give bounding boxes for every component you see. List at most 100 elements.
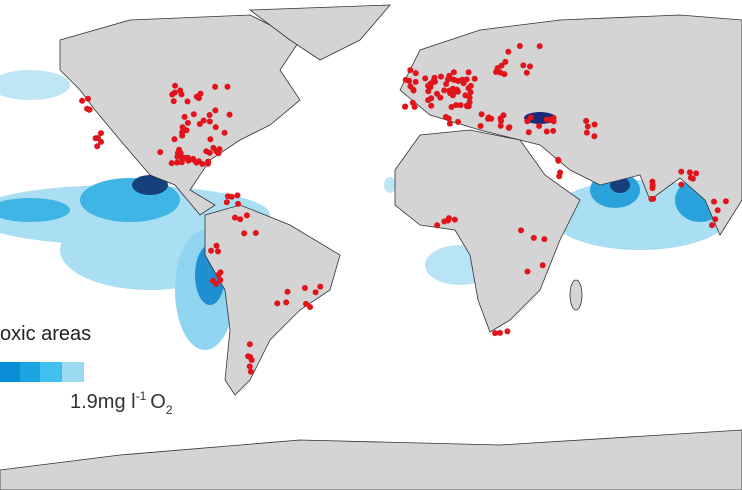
site-dot	[446, 87, 453, 94]
site-dot	[711, 198, 717, 205]
south-america	[204, 204, 341, 396]
site-dot	[235, 200, 241, 207]
site-dot	[317, 283, 324, 290]
site-dot	[207, 136, 214, 143]
site-dot	[492, 330, 499, 337]
zone	[132, 175, 168, 195]
site-dot	[213, 242, 220, 249]
greenland	[248, 4, 391, 61]
site-dot	[312, 289, 319, 296]
site-dot	[453, 102, 459, 109]
site-dot	[555, 157, 562, 164]
label-main: 1.9mg l	[70, 391, 136, 413]
site-dot	[303, 300, 309, 307]
site-dot	[422, 75, 429, 82]
site-dot	[215, 248, 221, 255]
site-dot	[252, 230, 259, 236]
site-dot	[178, 154, 185, 161]
site-dot	[505, 48, 512, 55]
site-dot	[94, 143, 101, 150]
site-dot	[212, 107, 219, 114]
site-dot	[498, 117, 504, 124]
site-dot	[184, 119, 191, 126]
site-dot	[550, 118, 557, 125]
site-dot	[170, 98, 177, 105]
site-dot	[497, 122, 504, 129]
site-dot	[530, 234, 537, 241]
legend-label: 1.9mg l-1 O2	[70, 389, 173, 417]
site-dot	[237, 216, 244, 223]
site-dot	[206, 149, 213, 156]
site-dot	[463, 76, 470, 83]
site-dot	[430, 78, 437, 85]
site-dot	[204, 160, 211, 167]
site-dot	[199, 160, 206, 167]
site-dot	[543, 128, 550, 135]
label-sup: -1	[136, 389, 147, 403]
site-dot	[714, 207, 721, 214]
site-dot	[181, 113, 188, 120]
site-dot	[450, 76, 457, 83]
site-dot	[208, 247, 215, 254]
site-dot	[86, 106, 93, 113]
site-dot	[226, 111, 233, 118]
site-dot	[536, 123, 543, 129]
site-dot	[500, 112, 507, 119]
site-dot	[157, 149, 164, 156]
site-dot	[247, 354, 254, 360]
site-dot	[583, 117, 590, 124]
site-dot	[497, 329, 503, 336]
site-dot	[213, 280, 220, 287]
site-dot	[193, 159, 200, 166]
site-dot	[649, 178, 656, 185]
site-dot	[224, 83, 231, 90]
site-dot	[206, 118, 213, 125]
zone	[384, 177, 396, 193]
site-dot	[591, 133, 598, 140]
site-dot	[217, 277, 224, 283]
site-dot	[722, 198, 729, 205]
site-dot	[457, 102, 464, 109]
site-dot	[85, 95, 91, 102]
site-dot	[518, 227, 524, 234]
site-dot	[301, 285, 308, 291]
site-dot	[172, 82, 179, 89]
site-dot	[95, 135, 101, 141]
site-dot	[471, 75, 478, 82]
site-dot	[556, 173, 563, 180]
site-dot	[412, 78, 419, 85]
site-dot	[274, 300, 281, 307]
site-dot	[523, 69, 530, 76]
site-dot	[649, 185, 656, 192]
site-dot	[232, 214, 238, 221]
site-dot	[712, 216, 719, 223]
legend-title: oxic areas	[0, 323, 91, 345]
site-dot	[678, 181, 685, 188]
label-sub: 2	[166, 403, 173, 417]
site-dot	[516, 43, 523, 49]
site-dot	[443, 81, 450, 87]
site-dot	[525, 129, 532, 136]
site-dot	[467, 82, 474, 89]
site-dot	[425, 82, 432, 89]
site-dot	[464, 103, 470, 110]
site-dot	[448, 104, 455, 110]
site-dot	[425, 88, 432, 95]
site-dot	[174, 159, 181, 166]
site-dot	[428, 102, 435, 109]
site-dot	[407, 67, 414, 74]
label-unit: O	[150, 391, 166, 413]
site-dot	[434, 90, 440, 97]
site-dot	[502, 58, 509, 65]
site-dot	[411, 103, 418, 110]
legend-swatch	[62, 362, 84, 382]
site-dot	[584, 123, 591, 130]
site-dot	[228, 193, 235, 200]
zone	[0, 198, 70, 222]
eurasia	[399, 14, 742, 236]
site-dot	[536, 43, 543, 50]
site-dot	[434, 222, 441, 229]
site-dot	[441, 87, 448, 94]
site-dot	[206, 112, 213, 118]
site-dot	[402, 103, 409, 110]
